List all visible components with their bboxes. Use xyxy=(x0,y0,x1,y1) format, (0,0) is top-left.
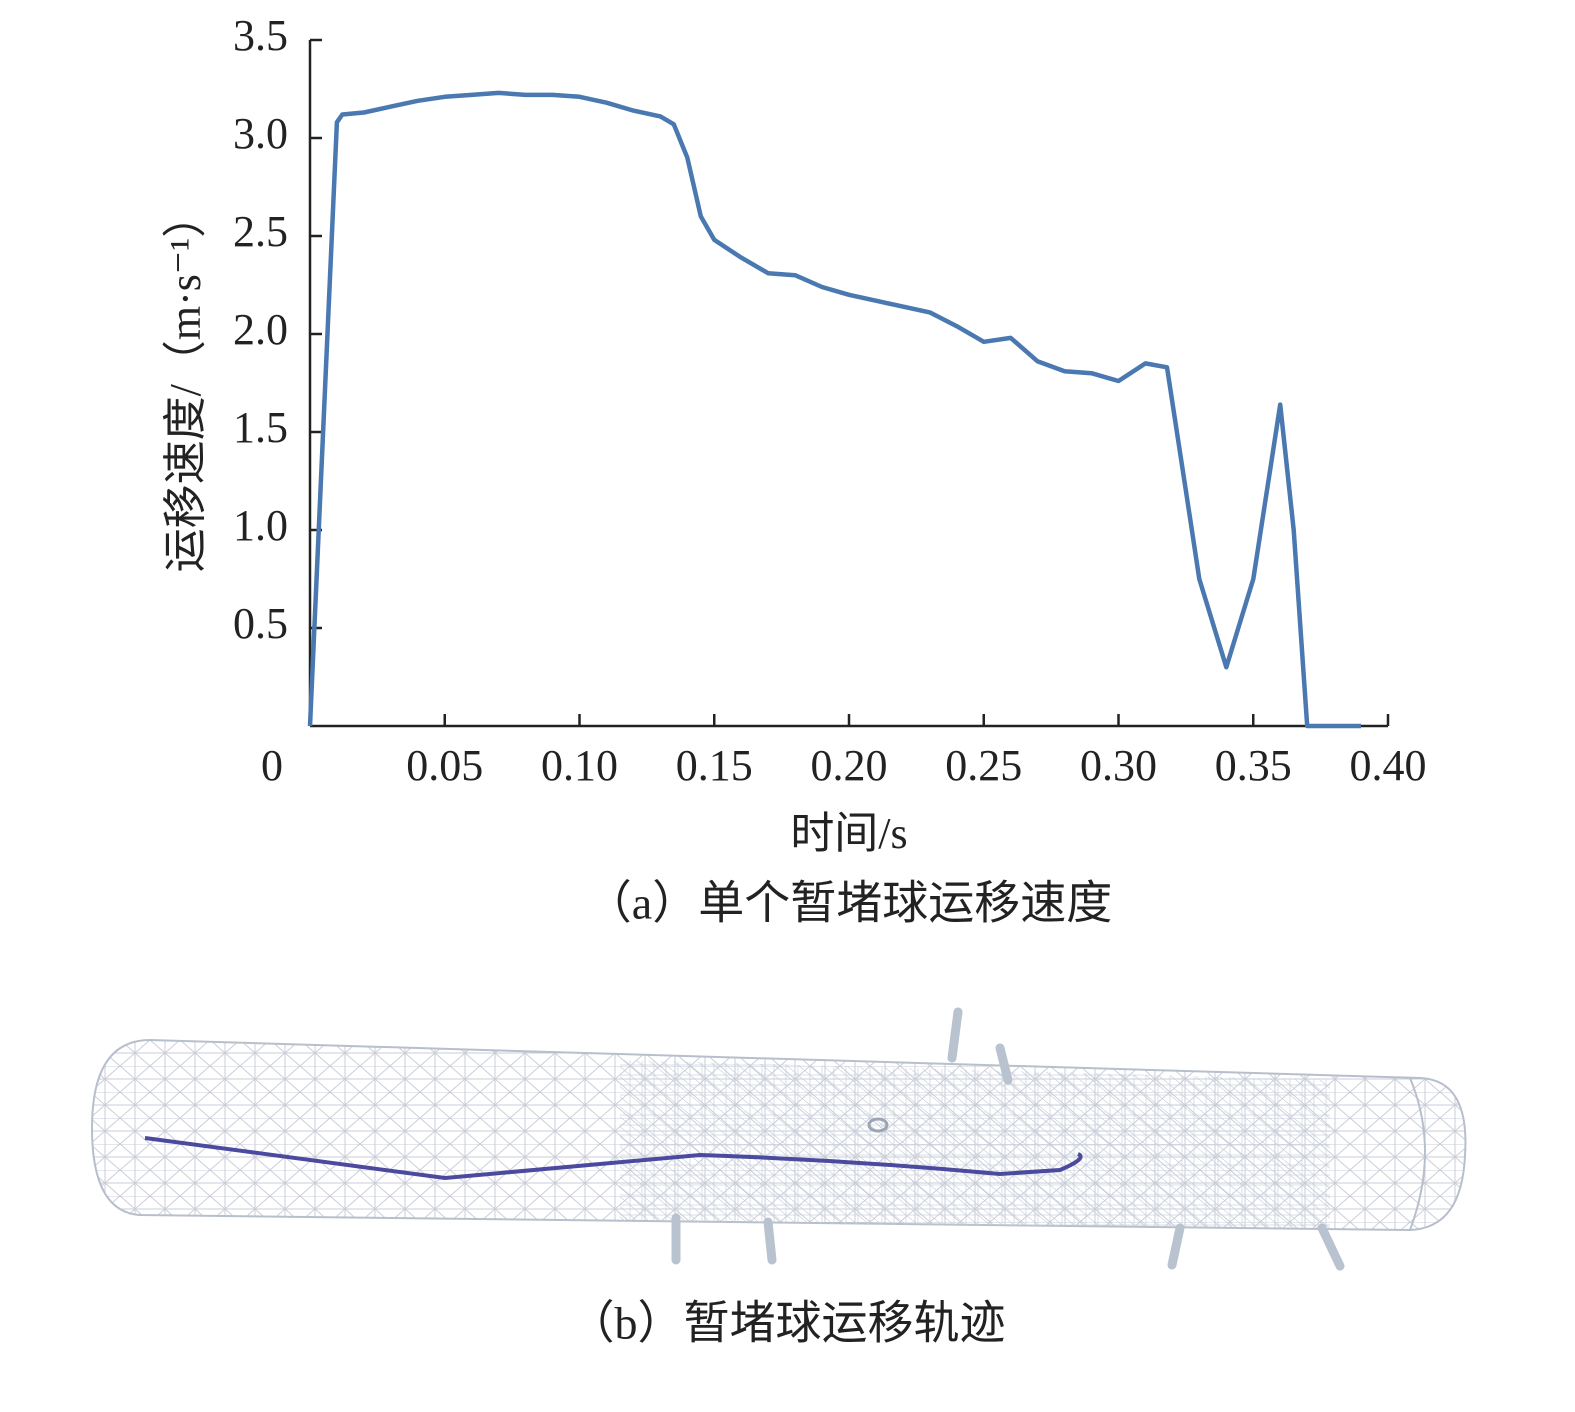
x-tick-label: 0.20 xyxy=(811,741,888,790)
x-tick-label: 0 xyxy=(261,741,283,790)
data-line xyxy=(307,90,1361,729)
x-tick-label: 0.35 xyxy=(1215,741,1292,790)
y-tick-label: 0.5 xyxy=(233,599,288,648)
y-axis-label: 运移速度/（m·s⁻¹） xyxy=(161,194,210,573)
x-tick-label: 0.05 xyxy=(406,741,483,790)
pipe-mesh-image xyxy=(90,1007,1467,1271)
y-tick-label: 2.0 xyxy=(233,305,288,354)
x-tick-label: 0.30 xyxy=(1080,741,1157,790)
x-axis-label: 时间/s xyxy=(790,809,907,858)
y-tick-label: 1.0 xyxy=(233,501,288,550)
caption: （b）暂堵球运移轨迹 xyxy=(569,1298,1006,1349)
x-tick-label: 0.10 xyxy=(541,741,618,790)
plot: 0.5 1.0 1.5 2.0 2.5 3.0 3.5 0 0.05 0.10 0.15 0.20 0.… xyxy=(233,11,1427,790)
y-tick-label: 3.0 xyxy=(233,109,288,158)
x-tick-label: 0.15 xyxy=(676,741,753,790)
x-tick-label: 0.40 xyxy=(1350,741,1427,790)
y-tick-label: 2.5 xyxy=(233,207,288,256)
y-tick-label: 1.5 xyxy=(233,403,288,452)
y-tick-label: 3.5 xyxy=(233,11,288,60)
caption: （a）单个暂堵球运移速度 xyxy=(586,878,1112,929)
x-tick-label: 0.25 xyxy=(945,741,1022,790)
